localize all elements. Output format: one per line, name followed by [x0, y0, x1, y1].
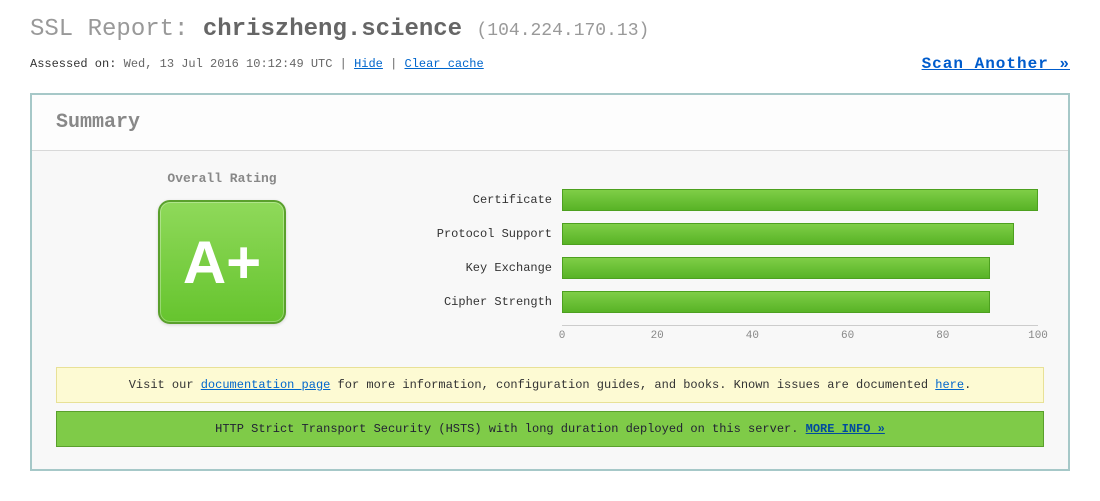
axis-tick: 80 [936, 330, 949, 342]
meta-sep-2: | [383, 57, 405, 71]
chart-track [562, 291, 1038, 313]
rating-column: Overall Rating A+ [62, 171, 382, 324]
known-issues-link[interactable]: here [935, 378, 964, 392]
doc-note-suffix: . [964, 378, 971, 392]
assessed-time: Wed, 13 Jul 2016 10:12:49 UTC [124, 57, 333, 71]
documentation-note: Visit our documentation page for more in… [56, 367, 1044, 403]
chart-x-axis: 020406080100 [562, 325, 1038, 347]
clear-cache-link[interactable]: Clear cache [405, 57, 484, 71]
chart-bar [562, 257, 990, 279]
assessed-label: Assessed on: [30, 57, 124, 71]
summary-panel-title: Summary [32, 95, 1068, 151]
grade-badge: A+ [158, 200, 286, 324]
chart-row: Certificate [402, 189, 1038, 211]
report-header: SSL Report: chriszheng.science (104.224.… [0, 0, 1100, 49]
hostname: chriszheng.science [203, 16, 462, 43]
axis-tick: 100 [1028, 330, 1048, 342]
scores-chart: Certificate Protocol Support Key Exchange C… [402, 171, 1038, 347]
scan-another-link[interactable]: Scan Another » [922, 55, 1070, 73]
meta-row: Assessed on: Wed, 13 Jul 2016 10:12:49 U… [0, 49, 1100, 83]
overall-rating-label: Overall Rating [62, 171, 382, 186]
title-prefix: SSL Report: [30, 16, 203, 43]
chart-track [562, 257, 1038, 279]
chart-track [562, 223, 1038, 245]
axis-tick: 20 [651, 330, 664, 342]
summary-panel: Summary Overall Rating A+ Certificate Pro… [30, 93, 1070, 471]
ip-address: (104.224.170.13) [476, 21, 649, 41]
hsts-text: HTTP Strict Transport Security (HSTS) wi… [215, 422, 806, 436]
axis-tick: 40 [746, 330, 759, 342]
doc-note-mid: for more information, configuration guid… [330, 378, 935, 392]
chart-row: Cipher Strength [402, 291, 1038, 313]
axis-tick: 0 [559, 330, 566, 342]
hsts-more-info-link[interactable]: MORE INFO » [806, 422, 885, 436]
page-title: SSL Report: chriszheng.science (104.224.… [30, 16, 1070, 43]
chart-category-label: Key Exchange [402, 261, 562, 275]
grade-text: A+ [183, 228, 261, 297]
axis-tick: 60 [841, 330, 854, 342]
chart-bar [562, 291, 990, 313]
chart-category-label: Protocol Support [402, 227, 562, 241]
chart-axis-row: 020406080100 [402, 325, 1038, 347]
chart-category-label: Cipher Strength [402, 295, 562, 309]
chart-row: Protocol Support [402, 223, 1038, 245]
chart-bar [562, 189, 1038, 211]
hide-link[interactable]: Hide [354, 57, 383, 71]
documentation-link[interactable]: documentation page [201, 378, 331, 392]
chart-category-label: Certificate [402, 193, 562, 207]
notes-section: Visit our documentation page for more in… [32, 367, 1068, 469]
assessment-meta: Assessed on: Wed, 13 Jul 2016 10:12:49 U… [30, 57, 484, 71]
hsts-note: HTTP Strict Transport Security (HSTS) wi… [56, 411, 1044, 447]
chart-track [562, 189, 1038, 211]
summary-body: Overall Rating A+ Certificate Protocol Su… [32, 151, 1068, 359]
doc-note-prefix: Visit our [129, 378, 201, 392]
chart-bar [562, 223, 1014, 245]
chart-row: Key Exchange [402, 257, 1038, 279]
meta-sep-1: | [332, 57, 354, 71]
